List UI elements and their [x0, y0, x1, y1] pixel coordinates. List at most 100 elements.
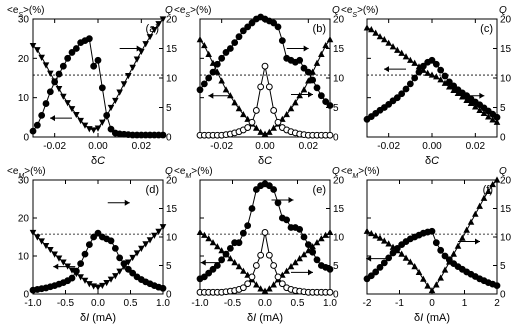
data-point-circle: [270, 19, 278, 27]
data-point-triangle-up: [372, 29, 379, 36]
data-point-triangle-up: [363, 227, 371, 234]
y-right-tick-label: 5: [166, 261, 172, 272]
plot-frame: [366, 18, 498, 138]
y-right-tick-label: 0: [166, 290, 172, 301]
data-point-triangle-down: [125, 259, 132, 266]
data-point-circle: [376, 264, 384, 271]
y-right-tick-label: 20: [500, 15, 512, 26]
data-point-open-circle: [270, 107, 278, 114]
data-point-triangle-up: [493, 118, 501, 125]
data-point-triangle-up: [313, 239, 321, 246]
data-point-circle: [226, 45, 234, 52]
data-point-triangle-up: [266, 285, 273, 292]
y-right-tick-label: 0: [333, 133, 339, 144]
data-point-triangle-up: [433, 73, 440, 80]
data-point-triangle-up: [402, 254, 410, 261]
data-point-circle: [398, 90, 406, 98]
data-point-open-circle: [274, 118, 282, 126]
data-point-triangle-up: [411, 263, 418, 270]
data-point-circle: [103, 111, 111, 119]
data-point-triangle-up: [218, 247, 225, 254]
data-point-triangle-up: [459, 234, 466, 241]
plot-frame: [199, 179, 331, 295]
data-point-circle: [326, 265, 334, 273]
left-axis-label: <eM>(%): [7, 166, 46, 180]
data-point-circle: [437, 246, 445, 254]
arrow-head: [384, 66, 389, 73]
data-point-triangle-up: [485, 187, 492, 194]
data-point-circle: [218, 54, 226, 62]
data-point-open-circle: [244, 124, 252, 131]
data-point-circle: [270, 186, 278, 193]
data-point-circle: [98, 84, 106, 92]
y-left-tick-label: 0: [23, 290, 29, 301]
data-point-circle: [402, 85, 410, 93]
data-point-circle: [304, 241, 312, 249]
y-right-tick-label: 20: [333, 15, 345, 26]
data-point-open-circle: [252, 107, 260, 114]
x-tick-label: 0.02: [132, 141, 152, 152]
data-point-triangle-up: [376, 234, 384, 241]
data-point-triangle-up: [480, 194, 488, 201]
data-point-triangle-down: [159, 16, 167, 23]
data-point-triangle-down: [77, 274, 84, 281]
data-point-open-circle: [261, 62, 269, 70]
data-point-triangle-up: [424, 282, 431, 289]
data-point-triangle-down: [125, 73, 132, 80]
data-point-circle: [29, 127, 37, 135]
y-right-tick-label: 0: [166, 133, 172, 144]
data-point-circle: [239, 229, 247, 237]
arrow-head: [308, 269, 313, 276]
data-point-triangle-up: [368, 229, 375, 237]
data-point-circle: [248, 205, 256, 212]
data-point-circle: [205, 269, 213, 277]
data-point-triangle-up: [240, 110, 247, 118]
data-point-triangle-up: [472, 210, 479, 217]
panel-a: -0.020.000.02010203005101520<eS>(%)QδC(a…: [7, 5, 178, 167]
data-point-circle: [222, 250, 230, 258]
data-point-triangle-down: [103, 280, 110, 287]
left-axis-label: <eM>(%): [341, 166, 380, 180]
data-point-triangle-down: [120, 81, 128, 88]
left-axis-label: <eS>(%): [174, 5, 211, 19]
data-point-triangle-down: [112, 97, 119, 105]
data-point-triangle-up: [467, 99, 475, 106]
data-point-triangle-up: [472, 103, 479, 110]
data-point-triangle-up: [437, 274, 444, 281]
x-tick-label: 0: [429, 298, 435, 309]
x-tick-label: 0.00: [422, 141, 442, 152]
data-point-triangle-up: [270, 281, 277, 288]
data-point-circle: [209, 68, 217, 76]
x-tick-label: 0.02: [299, 141, 319, 152]
y-left-tick-label: 0: [23, 133, 29, 144]
data-point-circle: [239, 27, 247, 35]
data-point-triangle-down: [94, 125, 102, 132]
data-point-circle: [389, 249, 397, 257]
data-point-circle: [265, 182, 273, 190]
y-right-tick-label: 0: [500, 290, 506, 301]
arrow-head: [53, 263, 59, 270]
data-point-circle: [235, 33, 243, 41]
data-point-circle: [200, 80, 208, 88]
data-point-triangle-up: [322, 41, 329, 49]
data-point-circle: [68, 49, 76, 56]
data-point-circle: [38, 111, 46, 119]
y-right-tick-label: 10: [500, 233, 512, 244]
series-line: [199, 39, 331, 135]
right-axis-label: Q: [332, 166, 340, 177]
data-point-triangle-down: [81, 277, 89, 284]
data-point-triangle-up: [227, 92, 234, 99]
data-point-triangle-up: [292, 259, 299, 266]
data-point-triangle-up: [467, 218, 475, 225]
x-tick-label: 0.02: [466, 141, 486, 152]
y-right-tick-label: 20: [166, 176, 178, 187]
data-point-triangle-up: [227, 255, 234, 262]
data-point-triangle-up: [261, 287, 269, 294]
arrow-head: [475, 238, 480, 245]
data-point-triangle-down: [64, 100, 71, 107]
data-point-circle: [411, 74, 419, 82]
data-point-circle: [218, 256, 226, 264]
data-point-triangle-down: [129, 64, 136, 71]
data-point-triangle-down: [90, 127, 97, 134]
